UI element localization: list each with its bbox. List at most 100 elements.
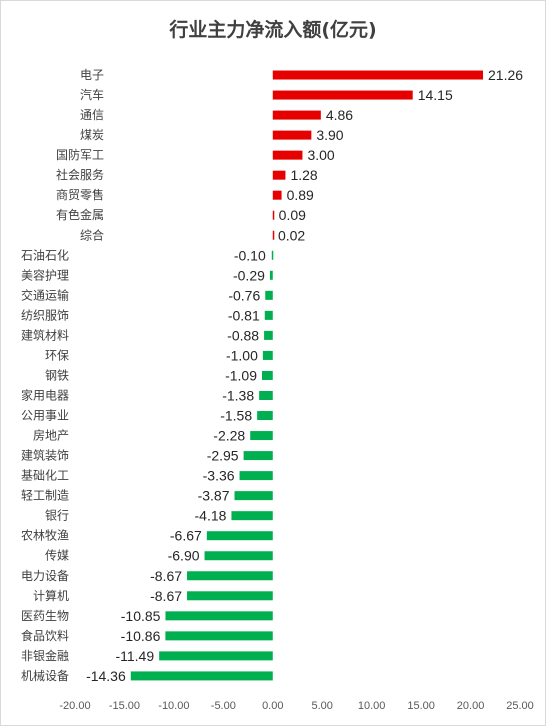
x-tick-label: -10.00 — [158, 700, 189, 712]
bar — [272, 90, 413, 100]
value-label: 0.09 — [279, 207, 306, 223]
value-label: -11.49 — [115, 648, 154, 664]
bar — [272, 110, 321, 120]
value-label: -6.67 — [170, 528, 202, 544]
x-tick-label: -20.00 — [59, 700, 90, 712]
category-label: 汽车 — [80, 87, 104, 102]
category-label: 纺织服饰 — [21, 308, 69, 322]
value-label: 1.28 — [290, 167, 317, 183]
value-label: -0.29 — [233, 267, 265, 283]
bar — [272, 70, 484, 80]
category-label: 传媒 — [45, 548, 69, 563]
x-tick-label: 25.00 — [506, 700, 534, 712]
bar — [250, 431, 273, 441]
bar — [272, 190, 282, 200]
category-label: 交通运输 — [21, 287, 69, 302]
category-label: 非银金融 — [21, 648, 69, 663]
bar — [272, 150, 303, 160]
value-label: 14.15 — [418, 87, 453, 103]
bar — [264, 330, 273, 340]
chart-title: 行业主力净流入额(亿元) — [169, 19, 377, 41]
value-label: -4.18 — [195, 508, 227, 524]
value-label: -2.28 — [213, 428, 245, 444]
value-label: -10.85 — [121, 608, 161, 624]
value-label: -0.81 — [228, 307, 260, 323]
value-label: 0.02 — [278, 227, 305, 243]
bar — [272, 130, 312, 140]
bar — [187, 591, 273, 601]
category-label: 基础化工 — [21, 469, 69, 483]
x-tick-label: 20.00 — [457, 700, 485, 712]
bar — [272, 170, 286, 180]
value-label: -10.86 — [121, 628, 161, 644]
value-label: 4.86 — [326, 107, 353, 123]
category-label: 计算机 — [33, 588, 69, 603]
value-label: 21.26 — [488, 67, 523, 83]
category-label: 有色金属 — [56, 207, 104, 222]
category-label: 房地产 — [33, 428, 69, 443]
bar — [187, 571, 273, 581]
category-label: 公用事业 — [21, 409, 69, 423]
category-label: 国防军工 — [56, 147, 104, 162]
bar — [130, 671, 273, 681]
category-label: 钢铁 — [45, 368, 69, 382]
category-label: 农林牧渔 — [21, 529, 69, 543]
value-label: -0.76 — [228, 287, 260, 303]
value-label: -1.38 — [222, 387, 254, 403]
value-label: 3.00 — [307, 147, 334, 163]
category-label: 社会服务 — [56, 167, 104, 182]
value-label: -2.95 — [207, 448, 239, 464]
bar — [204, 551, 273, 561]
bar — [159, 651, 273, 661]
category-label: 建筑装饰 — [21, 448, 69, 463]
value-label: -1.09 — [225, 367, 257, 383]
category-label: 煤炭 — [80, 128, 104, 142]
bar — [272, 230, 275, 240]
value-label: -0.88 — [227, 327, 259, 343]
value-label: -8.67 — [150, 568, 182, 584]
value-label: -8.67 — [150, 588, 182, 604]
bar — [231, 511, 273, 521]
category-label: 机械设备 — [21, 668, 69, 683]
category-label: 电子 — [80, 68, 104, 82]
bar — [165, 611, 273, 621]
value-label: 0.89 — [287, 187, 314, 203]
bar — [239, 471, 273, 481]
category-label: 电力设备 — [21, 569, 69, 583]
x-tick-label: 5.00 — [312, 700, 333, 712]
bar — [265, 290, 273, 300]
value-label: -1.00 — [226, 347, 258, 363]
x-tick-label: 10.00 — [358, 700, 386, 712]
bar — [272, 210, 275, 220]
value-label: -3.36 — [203, 468, 235, 484]
category-label: 医药生物 — [21, 609, 69, 623]
category-label: 商贸零售 — [56, 187, 104, 202]
bar — [269, 270, 273, 280]
value-label: -6.90 — [168, 548, 200, 564]
bar — [234, 491, 273, 501]
bar — [262, 370, 273, 380]
bar — [262, 350, 273, 360]
category-label: 食品饮料 — [21, 628, 69, 643]
x-tick-label: 0.00 — [262, 700, 283, 712]
bar — [165, 631, 273, 641]
category-label: 综合 — [80, 227, 104, 242]
category-label: 银行 — [45, 509, 69, 523]
x-tick-label: 15.00 — [407, 700, 435, 712]
category-label: 家用电器 — [21, 387, 69, 402]
value-label: -0.10 — [234, 247, 266, 263]
category-label: 建筑材料 — [21, 327, 69, 342]
x-tick-label: -15.00 — [109, 700, 140, 712]
value-label: -14.36 — [86, 668, 126, 684]
category-label: 环保 — [45, 348, 69, 362]
value-label: 3.90 — [316, 127, 343, 143]
bar — [259, 391, 273, 400]
category-label: 石油石化 — [21, 248, 69, 262]
value-label: -1.58 — [220, 408, 252, 424]
category-label: 轻工制造 — [21, 489, 69, 503]
bar — [264, 310, 273, 320]
bar — [257, 411, 273, 421]
bar — [243, 451, 273, 461]
